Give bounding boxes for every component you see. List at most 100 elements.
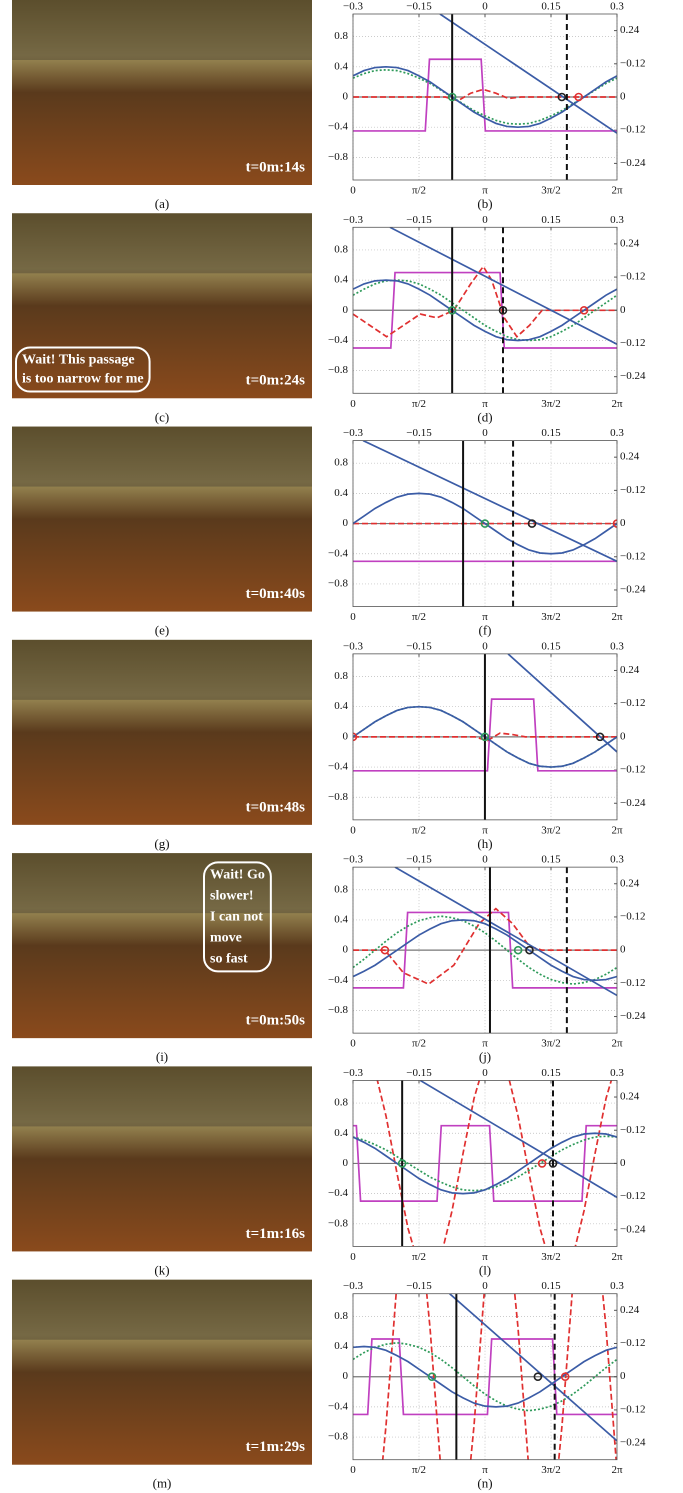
x2-tick-label: −0.15 bbox=[406, 427, 432, 439]
x-tick-label: π bbox=[482, 1038, 488, 1050]
bubble-text: Wait! Go bbox=[210, 867, 265, 882]
y2-tick-label: −0.24 bbox=[620, 797, 646, 809]
y2-tick-label: −0.24 bbox=[620, 1437, 646, 1449]
y2-tick-label: −0.12 bbox=[620, 271, 645, 283]
y2-tick-label: −0.12 bbox=[620, 1337, 645, 1349]
x2-tick-label: −0.3 bbox=[343, 1, 363, 13]
y2-tick-label: 0 bbox=[620, 304, 626, 316]
x2-tick-label: −0.3 bbox=[343, 214, 363, 226]
y-tick-label: 0 bbox=[343, 944, 349, 956]
y2-tick-label: 0 bbox=[620, 1370, 626, 1382]
y2-tick-label: 0 bbox=[620, 944, 626, 956]
y-tick-label: 0 bbox=[343, 91, 349, 103]
y-tick-label: 0.4 bbox=[334, 274, 348, 286]
bubble-text: move bbox=[210, 930, 242, 945]
x2-tick-label: 0.3 bbox=[610, 854, 624, 866]
y-tick-label: 0.8 bbox=[334, 457, 348, 469]
x2-tick-label: 0 bbox=[482, 640, 488, 652]
x2-tick-label: −0.15 bbox=[406, 1280, 432, 1292]
x-tick-label: π/2 bbox=[412, 1464, 426, 1476]
y2-tick-label: −0.12 bbox=[620, 910, 645, 922]
y-tick-label: 0.8 bbox=[334, 243, 348, 255]
x2-tick-label: −0.15 bbox=[406, 1067, 432, 1079]
x-tick-label: 3π/2 bbox=[541, 185, 561, 197]
y-tick-label: −0.4 bbox=[328, 334, 348, 346]
photo-wall bbox=[12, 1066, 312, 1126]
photo-wall bbox=[12, 853, 312, 913]
y2-tick-label: −0.12 bbox=[620, 337, 645, 349]
x-tick-label: 2π bbox=[611, 1038, 623, 1050]
y-tick-label: 0 bbox=[343, 1370, 349, 1382]
photo-wall bbox=[12, 427, 312, 487]
y-tick-label: 0 bbox=[343, 304, 349, 316]
x-tick-label: π bbox=[482, 1251, 488, 1263]
x-tick-label: π/2 bbox=[412, 1251, 426, 1263]
y2-tick-label: 0 bbox=[620, 517, 626, 529]
y-tick-label: 0 bbox=[343, 1157, 349, 1169]
y-tick-label: −0.4 bbox=[328, 761, 348, 773]
caption: (f) bbox=[479, 623, 492, 638]
x2-tick-label: 0.3 bbox=[610, 640, 624, 652]
x2-tick-label: 0.3 bbox=[610, 214, 624, 226]
x-tick-label: 2π bbox=[611, 611, 623, 623]
y2-tick-label: −0.24 bbox=[620, 157, 646, 169]
x2-tick-label: 0.15 bbox=[541, 214, 561, 226]
x-tick-label: 2π bbox=[611, 824, 623, 836]
photo-wall bbox=[12, 0, 312, 60]
x-tick-label: π/2 bbox=[412, 824, 426, 836]
timestamp: t=1m:16s bbox=[246, 1226, 306, 1242]
y-tick-label: 0.4 bbox=[334, 913, 348, 925]
y2-tick-label: −0.12 bbox=[620, 977, 645, 989]
x2-tick-label: 0 bbox=[482, 1067, 488, 1079]
x2-tick-label: −0.3 bbox=[343, 854, 363, 866]
x2-tick-label: 0 bbox=[482, 1280, 488, 1292]
caption: (i) bbox=[156, 1049, 168, 1064]
figure: t=0m:14s(a)t=0m:24s(c)Wait! This passage… bbox=[0, 0, 683, 1493]
x2-tick-label: −0.3 bbox=[343, 1067, 363, 1079]
x-tick-label: 2π bbox=[611, 1251, 623, 1263]
x-tick-label: π bbox=[482, 398, 488, 410]
x2-tick-label: 0 bbox=[482, 214, 488, 226]
y-tick-label: 0.4 bbox=[334, 700, 348, 712]
y2-tick-label: −0.12 bbox=[620, 550, 645, 562]
x2-tick-label: 0.3 bbox=[610, 427, 624, 439]
y2-tick-label: 0.24 bbox=[620, 1304, 640, 1316]
x-tick-label: 3π/2 bbox=[541, 611, 561, 623]
caption: (c) bbox=[155, 409, 169, 424]
y-tick-label: 0.8 bbox=[334, 883, 348, 895]
y2-tick-label: −0.12 bbox=[620, 1124, 645, 1136]
x2-tick-label: 0.3 bbox=[610, 1280, 624, 1292]
y2-tick-label: 0.24 bbox=[620, 237, 640, 249]
y-tick-label: −0.4 bbox=[328, 1400, 348, 1412]
x2-tick-label: 0.15 bbox=[541, 427, 561, 439]
caption: (n) bbox=[477, 1476, 492, 1491]
x2-tick-label: 0.15 bbox=[541, 1280, 561, 1292]
x-tick-label: π/2 bbox=[412, 611, 426, 623]
x2-tick-label: −0.15 bbox=[406, 1, 432, 13]
timestamp: t=1m:29s bbox=[246, 1439, 306, 1455]
caption: (k) bbox=[154, 1262, 169, 1277]
timestamp: t=0m:24s bbox=[246, 373, 306, 389]
x-tick-label: π/2 bbox=[412, 398, 426, 410]
x-tick-label: 3π/2 bbox=[541, 824, 561, 836]
x-tick-label: 3π/2 bbox=[541, 1251, 561, 1263]
y2-tick-label: 0 bbox=[620, 730, 626, 742]
x2-tick-label: 0.15 bbox=[541, 1, 561, 13]
timestamp: t=0m:40s bbox=[246, 586, 306, 602]
photo-wall bbox=[12, 640, 312, 700]
x-tick-label: 3π/2 bbox=[541, 1038, 561, 1050]
y2-tick-label: 0.24 bbox=[620, 24, 640, 36]
x-tick-label: π bbox=[482, 611, 488, 623]
x-tick-label: 0 bbox=[350, 185, 356, 197]
y2-tick-label: −0.12 bbox=[620, 484, 645, 496]
y-tick-label: −0.8 bbox=[328, 1431, 348, 1443]
y-tick-label: 0.8 bbox=[334, 30, 348, 42]
y-tick-label: 0.8 bbox=[334, 670, 348, 682]
y2-tick-label: 0.24 bbox=[620, 451, 640, 463]
y-tick-label: −0.4 bbox=[328, 974, 348, 986]
x2-tick-label: −0.3 bbox=[343, 427, 363, 439]
y2-tick-label: −0.12 bbox=[620, 697, 645, 709]
y-tick-label: −0.8 bbox=[328, 1217, 348, 1229]
x-tick-label: 2π bbox=[611, 1464, 623, 1476]
y-tick-label: −0.8 bbox=[328, 577, 348, 589]
